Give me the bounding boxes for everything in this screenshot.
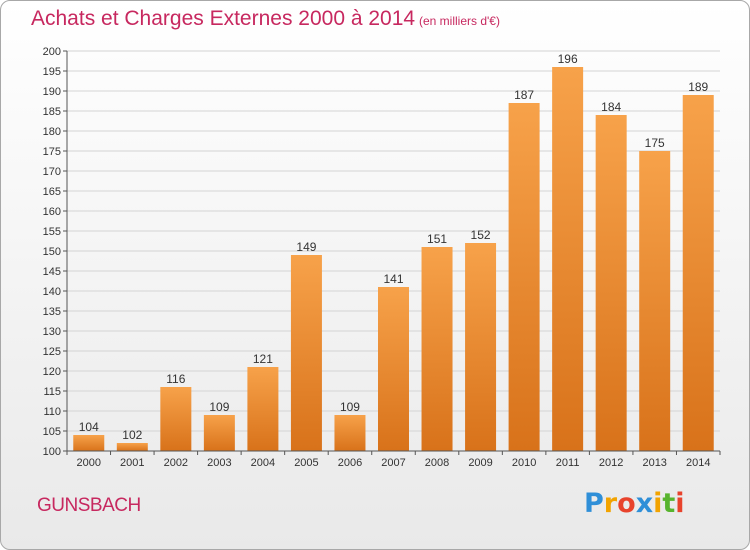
- y-tick-label: 150: [43, 246, 61, 258]
- commune-name: GUNSBACH: [37, 495, 141, 516]
- logo-letter: i: [675, 488, 685, 519]
- value-label-2010: 187: [514, 88, 534, 102]
- y-tick-label: 100: [43, 446, 61, 458]
- y-tick-label: 140: [43, 286, 61, 298]
- bar-2004: [247, 367, 279, 451]
- x-tick-label-2007: 2007: [381, 457, 405, 469]
- y-tick-label: 165: [43, 186, 61, 198]
- logo-letter: P: [584, 488, 604, 519]
- value-label-2006: 109: [340, 400, 360, 414]
- y-tick-label: 155: [43, 226, 61, 238]
- value-label-2007: 141: [383, 272, 403, 286]
- y-tick-label: 110: [43, 406, 61, 418]
- value-label-2012: 184: [601, 100, 621, 114]
- value-label-2000: 104: [79, 420, 99, 434]
- x-tick-label-2014: 2014: [686, 457, 710, 469]
- x-tick-label-2001: 2001: [120, 457, 144, 469]
- value-label-2003: 109: [209, 400, 229, 414]
- value-label-2014: 189: [688, 80, 708, 94]
- value-label-2009: 152: [471, 228, 491, 242]
- y-tick-label: 160: [43, 206, 61, 218]
- bar-2002: [160, 387, 192, 451]
- x-axis-ticks: 2000 2001 2002 2003 2004 2005 2006 2007 2008 2009…: [66, 451, 721, 469]
- x-tick-label-2013: 2013: [642, 457, 666, 469]
- value-label-2013: 175: [645, 136, 665, 150]
- bar-2012: [595, 115, 627, 451]
- chart-subtitle: (en milliers d'€): [419, 14, 500, 28]
- bar-2005: [290, 255, 322, 451]
- value-label-2005: 149: [296, 240, 316, 254]
- y-tick-label: 195: [43, 66, 61, 78]
- bar-2000: [73, 435, 105, 451]
- y-tick-label: 120: [43, 366, 61, 378]
- bar-2001: [116, 443, 148, 451]
- y-tick-label: 125: [43, 346, 61, 358]
- bar-value-labels: 104 102 116 109 121 149 109 141 151 152 187 196 184 1…: [79, 52, 709, 442]
- value-label-2002: 116: [166, 372, 185, 386]
- bar-2011: [552, 67, 584, 451]
- bar-2008: [421, 247, 453, 451]
- logo-letter: x: [635, 488, 654, 519]
- bars: [73, 67, 714, 451]
- logo-letter: o: [617, 488, 636, 519]
- logo-letter: i: [653, 488, 663, 519]
- x-tick-label-2005: 2005: [294, 457, 318, 469]
- x-tick-label-2000: 2000: [77, 457, 101, 469]
- x-tick-label-2002: 2002: [164, 457, 188, 469]
- x-tick-label-2010: 2010: [512, 457, 536, 469]
- bar-2009: [465, 243, 497, 451]
- logo-letter: t: [662, 488, 676, 519]
- y-tick-label: 115: [43, 386, 61, 398]
- value-label-2008: 151: [427, 232, 447, 246]
- y-tick-label: 105: [43, 426, 61, 438]
- y-tick-label: 145: [43, 266, 61, 278]
- x-tick-label-2004: 2004: [251, 457, 275, 469]
- bar-2006: [334, 415, 366, 451]
- bar-2014: [682, 95, 714, 451]
- y-tick-label: 200: [43, 46, 61, 58]
- bar-2013: [639, 151, 671, 451]
- bar-2003: [203, 415, 235, 451]
- y-tick-label: 135: [43, 306, 61, 318]
- bar-2007: [378, 287, 409, 451]
- y-tick-label: 170: [43, 166, 61, 178]
- y-tick-label: 190: [43, 86, 61, 98]
- x-tick-label-2008: 2008: [425, 457, 449, 469]
- x-tick-label-2011: 2011: [556, 457, 580, 469]
- y-tick-label: 175: [43, 146, 61, 158]
- value-label-2004: 121: [253, 352, 273, 366]
- x-tick-label-2003: 2003: [207, 457, 231, 469]
- x-tick-label-2006: 2006: [338, 457, 362, 469]
- y-axis-ticks: 100 105 110 115 120 125 130 135 140 145 150 155 160 1…: [43, 46, 67, 458]
- chart-title: Achats et Charges Externes 2000 à 2014: [31, 7, 416, 30]
- x-tick-label-2012: 2012: [599, 457, 623, 469]
- bar-2010: [508, 103, 540, 451]
- y-tick-label: 180: [43, 126, 61, 138]
- x-tick-label-2009: 2009: [468, 457, 492, 469]
- y-tick-label: 185: [43, 106, 61, 118]
- y-tick-label: 130: [43, 326, 61, 338]
- value-label-2001: 102: [122, 428, 142, 442]
- proxiti-logo: Proxiti: [584, 488, 685, 519]
- logo-letter: r: [603, 488, 618, 519]
- value-label-2011: 196: [558, 52, 578, 66]
- axes: [66, 51, 720, 452]
